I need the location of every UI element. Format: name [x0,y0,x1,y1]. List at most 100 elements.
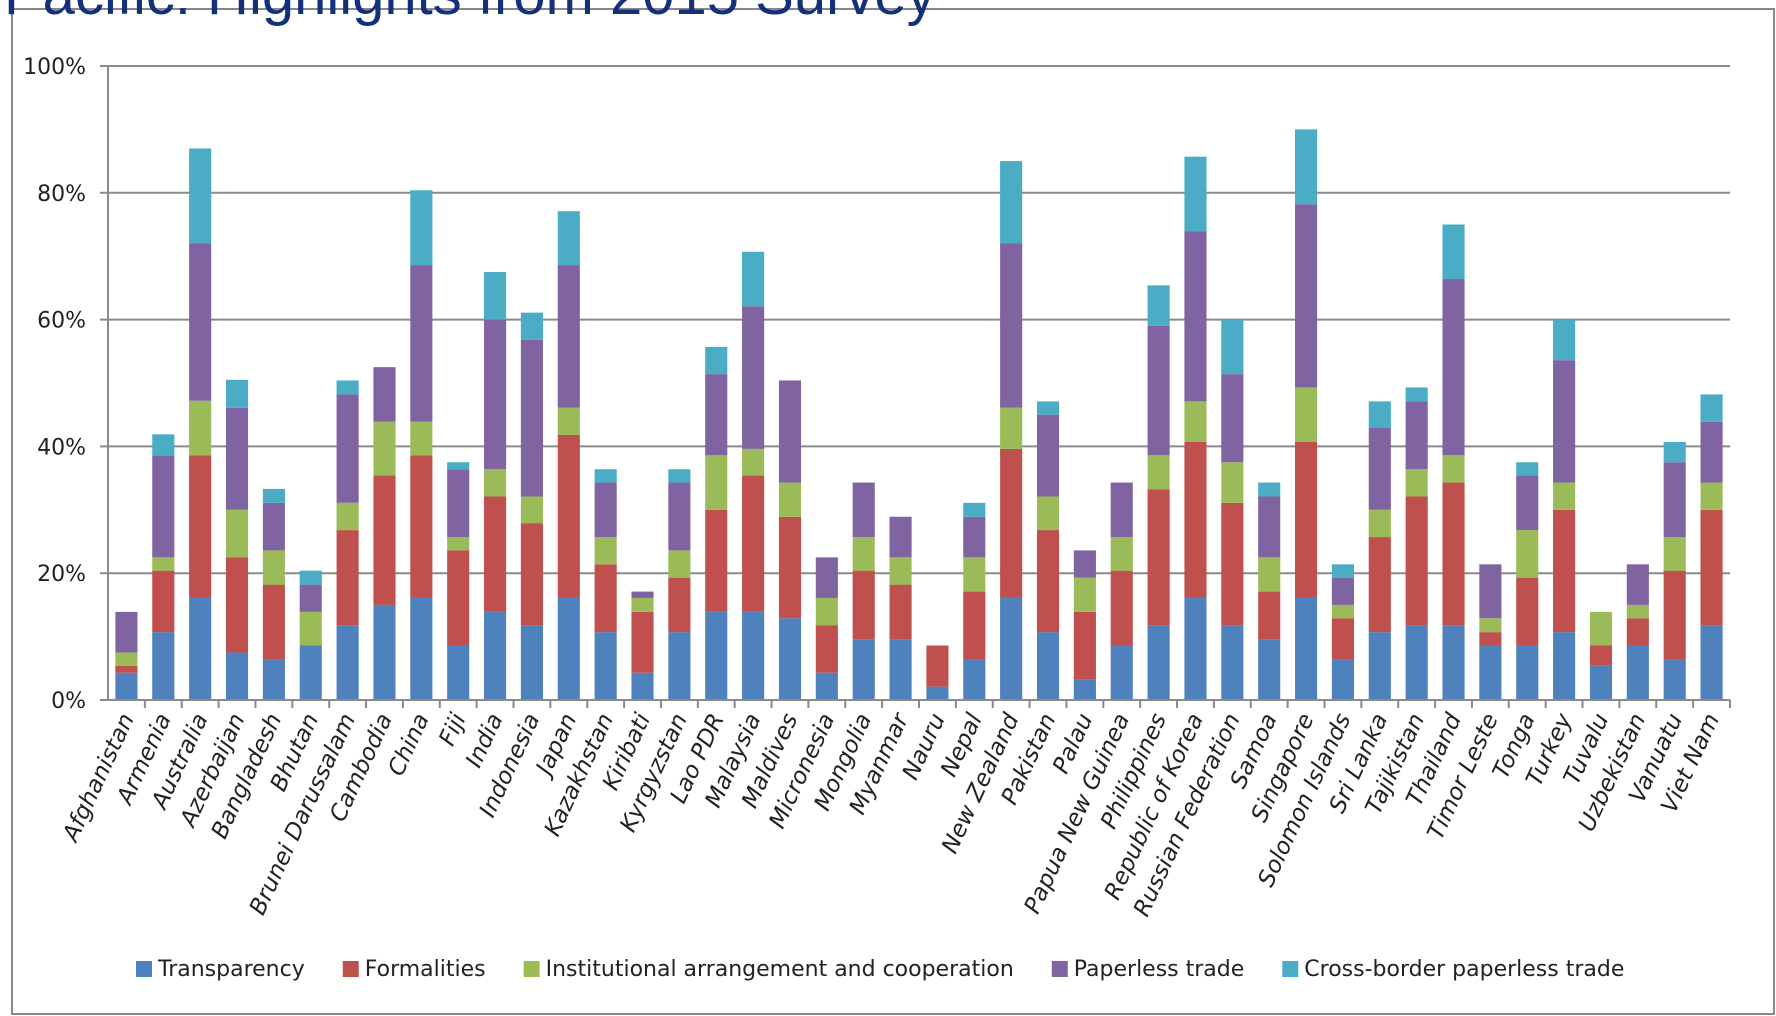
bar-segment [926,645,949,687]
bar-segment [742,251,765,307]
bar-segment [1442,482,1465,626]
bar-segment [1147,285,1170,326]
bar-segment [1368,537,1391,633]
bar-segment [1331,618,1354,660]
bar-segment [963,557,986,592]
bar-segment [1221,374,1244,463]
bar-segment [668,469,691,483]
bar-segment [1553,632,1576,700]
bar-segment [1221,319,1244,375]
y-tick-label: 20% [37,562,86,587]
bar-segment [336,625,359,700]
bar-segment [1295,441,1318,598]
bar-segment [1295,387,1318,442]
bar-segment [594,482,617,538]
bar-segment [1110,537,1133,571]
bar-segment [668,482,691,551]
bar-segment [1368,428,1391,510]
legend-label: Cross-border paperless trade [1304,957,1624,982]
bar-segment [410,597,433,700]
bar-segment [225,557,249,653]
bar-segment [1700,394,1723,422]
bar-segment [373,367,396,422]
bar-segment [373,604,396,700]
legend-swatch [1051,961,1068,977]
legend-label: Paperless trade [1074,957,1245,982]
bar-segment [889,557,912,585]
bar-segment [189,243,212,401]
bar-segment [1589,665,1613,700]
bar-segment [742,611,765,700]
bar-segment [705,374,728,456]
bar-segment [1331,564,1354,578]
bar-segment [1479,564,1502,619]
bar-segment [1073,611,1096,680]
bar-segment [778,618,802,700]
bar-segment [594,632,617,700]
bar-segment [852,570,875,640]
bar-segment [1516,462,1539,476]
bar-segment [1110,482,1133,538]
bar-segment [189,400,212,456]
bar-segment [520,339,543,497]
bar-segment [1442,224,1465,280]
bar-segment [1663,659,1686,700]
bar-segment [963,591,986,660]
bar-segment [410,190,433,266]
bar-segment [1331,604,1354,619]
bar-segment [225,407,249,510]
bar-segment [1700,509,1723,626]
bar-segment [189,148,212,244]
bar-segment [1221,462,1244,503]
bar-segment [557,407,580,435]
bar-segment [594,537,617,565]
bar-segment [1036,401,1060,415]
bar-segment [410,455,433,598]
y-tick-label: 60% [37,309,86,334]
bar-segment [1405,469,1428,497]
bar-segment [447,550,470,646]
bar-segment [1036,496,1060,531]
y-tick-label: 40% [37,435,86,460]
bar-segment [1479,632,1502,646]
bar-segment [484,319,507,470]
bar-segment [410,421,433,456]
y-tick-label: 0% [51,689,86,714]
bar-segment [1553,482,1576,510]
bar-segment [152,570,175,633]
bar-segment [815,557,838,598]
bar-segment [963,516,986,558]
bar-segment [1110,570,1133,646]
bar-segment [742,306,765,449]
bar-segment [926,686,949,700]
bar-segment [520,523,543,626]
bar-segment [1221,625,1244,700]
bar-segment [373,475,396,605]
bar-segment [1000,448,1023,598]
bar-segment [778,380,802,483]
bar-segment [299,645,322,700]
legend-swatch [136,961,152,977]
bar-segment [852,639,875,700]
bar-segment [594,564,617,633]
bar-segment [705,611,728,700]
bar-segment [447,645,470,700]
bar-segment [1295,129,1318,205]
bar-segment [1589,611,1613,646]
bar-segment [1147,625,1170,700]
chart-frame [11,8,1775,1015]
bar-segment [1000,407,1023,449]
bar-segment [1295,204,1318,388]
bar-segment [852,482,875,538]
bar-segment [742,475,765,612]
bar-segment [1626,604,1649,619]
bar-segment [1258,482,1281,497]
bar-segment [1626,618,1649,646]
bar-segment [152,557,175,571]
bar-segment [447,537,470,551]
bar-segment [484,469,507,497]
legend-label: Formalities [365,957,486,982]
bar-segment [115,665,138,673]
bar-segment [557,597,580,700]
